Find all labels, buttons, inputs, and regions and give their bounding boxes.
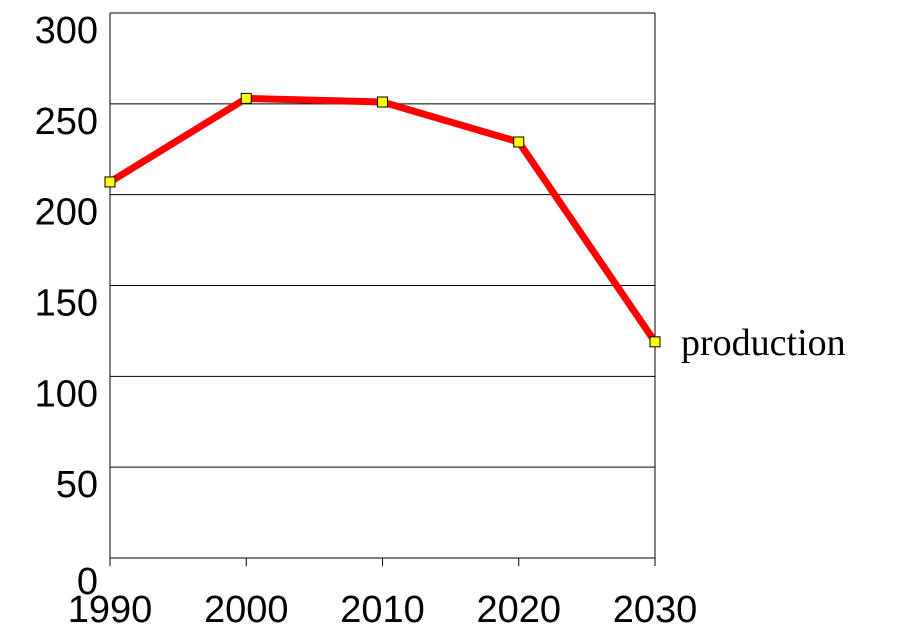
series-line — [108, 94, 658, 344]
y-tick-label: 250 — [35, 101, 98, 143]
x-tick-label: 2020 — [476, 589, 561, 629]
point-marker — [240, 92, 252, 104]
point-marker — [513, 136, 525, 148]
y-tick-label: 300 — [35, 10, 98, 52]
x-tick-label: 2030 — [613, 589, 698, 629]
y-tick-label: 150 — [35, 283, 98, 325]
y-tick-label: 50 — [56, 464, 98, 506]
series-label: production — [681, 322, 846, 364]
x-tick-label: 1990 — [68, 589, 153, 629]
point-marker — [649, 336, 661, 348]
y-tick-label: 200 — [35, 192, 98, 234]
point-marker — [377, 96, 388, 108]
y-tick-label: 100 — [35, 373, 98, 415]
x-tick-label: 2010 — [340, 589, 425, 629]
point-marker — [104, 176, 116, 188]
x-tick-label: 2000 — [204, 589, 289, 629]
y-tick-label: 0 — [77, 561, 98, 603]
